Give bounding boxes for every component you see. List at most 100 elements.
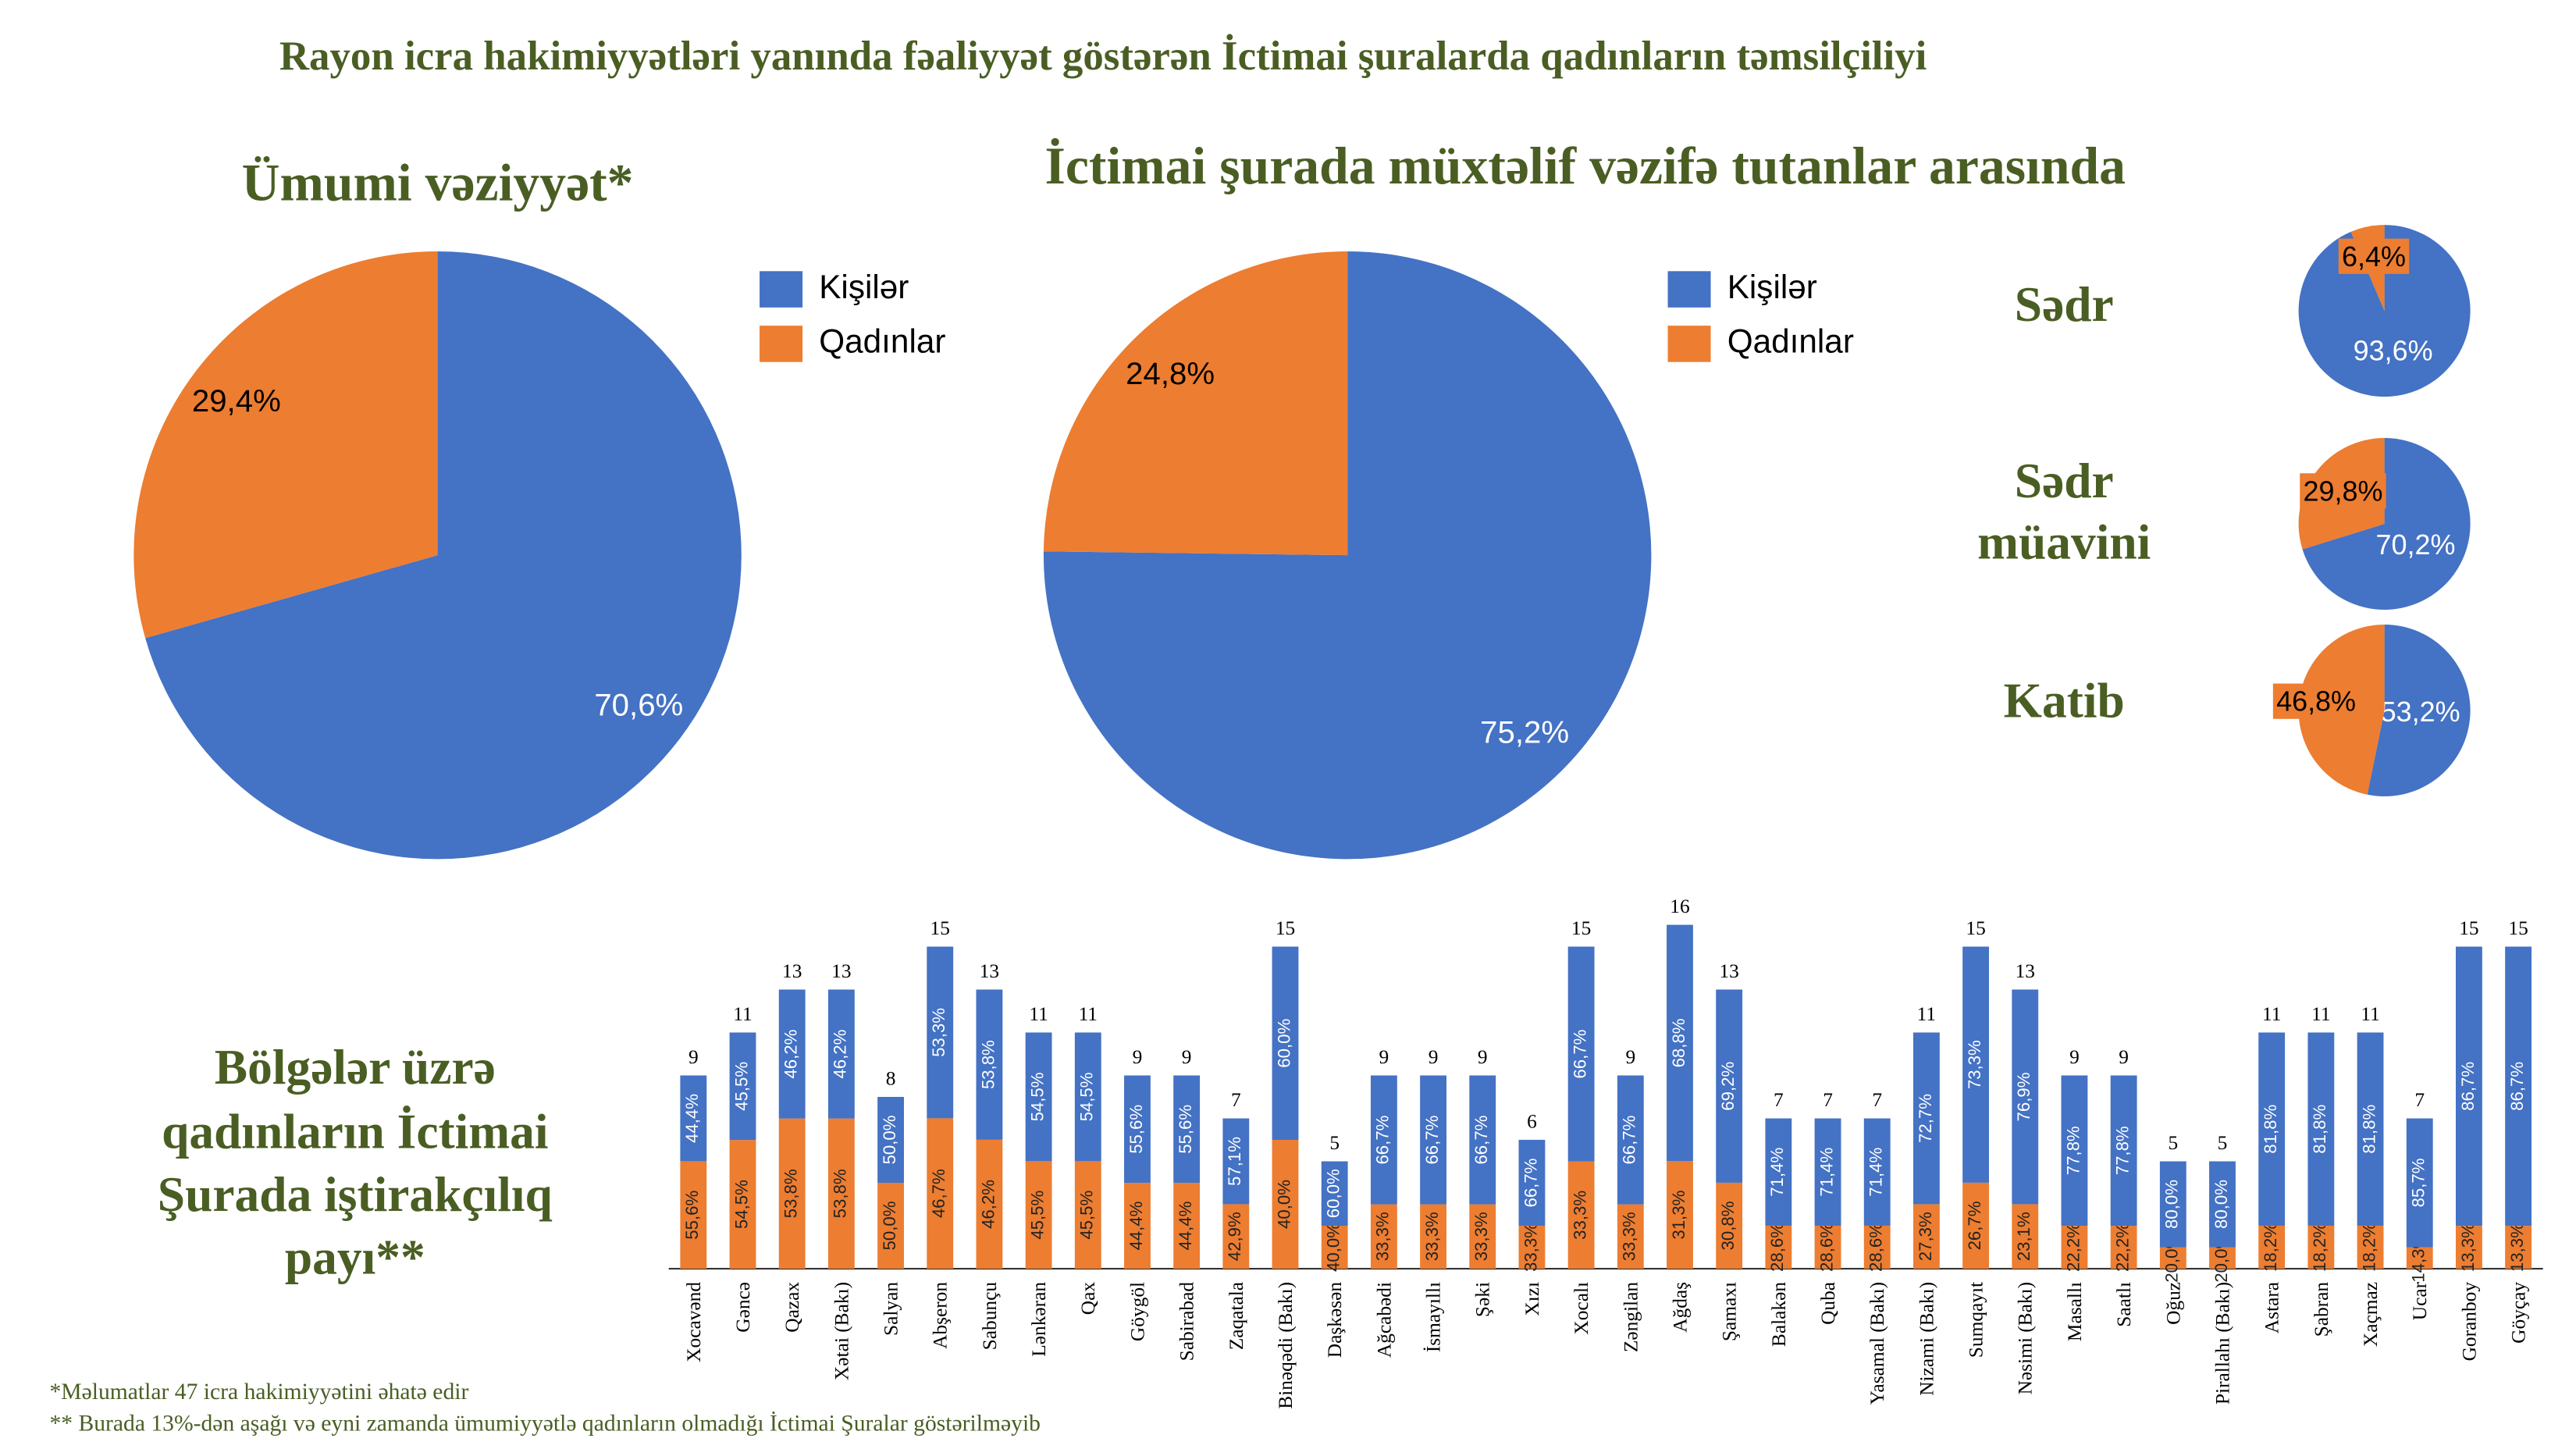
legend-swatch: [1667, 271, 1711, 308]
data-label: 71,4%: [1767, 1148, 1787, 1197]
bar-segment: [1469, 1204, 1496, 1269]
total-label: 13: [782, 960, 802, 982]
pie-slice: [2367, 625, 2471, 797]
bar-segment: [1617, 1204, 1644, 1269]
bar-segment: [1765, 1225, 1792, 1269]
data-label: 81,8%: [2310, 1105, 2329, 1154]
bar-segment: [2505, 1226, 2532, 1269]
x-tick-label: Balakən: [1768, 1282, 1790, 1347]
bar-segment: [1321, 1161, 1348, 1226]
data-label: 28,6%: [1866, 1223, 1886, 1272]
chart-title: Sədr müavini: [1977, 454, 2151, 571]
x-tick-label: Nəsimi (Bakı): [2015, 1282, 2037, 1394]
x-tick-label: Astara: [2261, 1282, 2283, 1333]
x-tick-label: Salyan: [881, 1282, 902, 1336]
total-label: 13: [980, 960, 999, 982]
bar-segment: [1814, 1118, 1841, 1226]
bar-segment: [1074, 1161, 1101, 1269]
bar-segment: [2209, 1161, 2236, 1248]
pie-slice: [1043, 251, 1348, 556]
x-tick-label: Masallı: [2064, 1282, 2086, 1341]
data-label: 53,3%: [929, 1008, 948, 1057]
total-label: 15: [2508, 917, 2528, 939]
data-label: 45,5%: [1027, 1191, 1047, 1240]
data-label: 71,4%: [1816, 1148, 1836, 1197]
data-label: 26,7%: [1965, 1201, 1984, 1250]
data-label: 33,3%: [1422, 1212, 1442, 1261]
note: *Məlumatlar 47 icra hakimiyyətini əhatə …: [49, 1380, 468, 1404]
total-label: 7: [1872, 1089, 1882, 1111]
data-label: 13,3%: [2458, 1223, 2478, 1272]
data-label: 86,7%: [2458, 1062, 2478, 1111]
x-tick-label: Göygöl: [1126, 1282, 1148, 1341]
bar-segment: [1272, 1140, 1299, 1269]
bar-segment: [778, 1118, 806, 1269]
bar-segment: [729, 1140, 756, 1269]
bar-segment: [1567, 946, 1595, 1162]
data-label: 71,4%: [1866, 1148, 1886, 1197]
bar-segment: [827, 1118, 855, 1269]
data-label: 70,2%: [2376, 529, 2456, 561]
data-label: 53,8%: [978, 1040, 998, 1089]
x-tick-label: Xızı: [1521, 1282, 1543, 1316]
data-label: 77,8%: [2112, 1126, 2132, 1175]
legend-swatch: [1667, 326, 1711, 362]
data-label: 46,2%: [978, 1180, 998, 1229]
x-tick-label: Sabirabad: [1176, 1282, 1198, 1362]
total-label: 13: [1719, 960, 1738, 982]
bar-segment: [2061, 1075, 2088, 1226]
total-label: 9: [688, 1046, 699, 1068]
data-label: 68,8%: [1669, 1018, 1688, 1067]
data-label-group: 24,8%: [1126, 356, 1215, 391]
data-label: 29,8%: [2303, 475, 2382, 507]
bar-segment: [680, 1075, 707, 1162]
x-tick-label: Xocalı: [1571, 1282, 1592, 1335]
total-label: 11: [2361, 1003, 2379, 1025]
bar-segment: [1420, 1075, 1446, 1205]
total-label: 5: [2218, 1132, 2228, 1154]
bar-segment: [1814, 1225, 1841, 1269]
bar-segment: [1617, 1075, 1644, 1205]
total-label: 11: [1029, 1003, 1048, 1025]
bar-segment: [1518, 1140, 1546, 1226]
data-label-group: 75,2%: [1480, 715, 1569, 750]
data-label: 75,2%: [1480, 715, 1569, 750]
data-label: 54,5%: [1077, 1072, 1097, 1121]
chart-title: Sədr: [2014, 278, 2114, 333]
total-label: 7: [1774, 1089, 1784, 1111]
data-label: 27,3%: [1916, 1212, 1935, 1261]
pie-slice: [1043, 251, 1652, 860]
bar-segment: [1912, 1032, 1940, 1205]
bar-segment: [1124, 1075, 1151, 1184]
data-label: 23,1%: [2014, 1212, 2033, 1261]
x-tick-label: Binəqədi (Bakı): [1275, 1282, 1297, 1409]
data-label: 42,9%: [1225, 1212, 1244, 1261]
bar-segment: [2406, 1247, 2433, 1269]
x-tick-label: Göyçay: [2508, 1282, 2530, 1344]
legend-label: Qadınlar: [819, 323, 945, 360]
pie-slice: [145, 251, 742, 860]
data-label: 18,2%: [2261, 1223, 2280, 1272]
x-tick-label: Xaçmaz: [2360, 1282, 2382, 1347]
x-tick-label: Qax: [1077, 1282, 1099, 1315]
data-label: 45,5%: [1077, 1191, 1097, 1240]
bar-segment: [877, 1097, 904, 1184]
bar-segment: [2505, 946, 2532, 1226]
data-label: 46,7%: [929, 1169, 948, 1218]
data-label: 50,0%: [880, 1116, 899, 1165]
x-tick-label: Abşeron: [930, 1282, 952, 1349]
data-label-group: 93,6%: [2354, 334, 2433, 366]
x-tick-label: Şəki: [1472, 1282, 1494, 1317]
data-label: 80,0%: [2162, 1180, 2182, 1229]
total-label: 9: [1429, 1046, 1439, 1068]
title-box: Katib: [2004, 675, 2125, 729]
data-label: 24,8%: [1126, 356, 1215, 391]
bar-segment: [2307, 1032, 2335, 1226]
bar-segment: [2258, 1032, 2286, 1226]
data-label: 66,7%: [1422, 1116, 1442, 1165]
bar-segment: [1863, 1118, 1891, 1226]
bar-segment: [1765, 1118, 1792, 1226]
total-label: 5: [1329, 1132, 1340, 1154]
bar-segment: [1025, 1161, 1052, 1269]
data-label: 60,0%: [1324, 1169, 1343, 1218]
